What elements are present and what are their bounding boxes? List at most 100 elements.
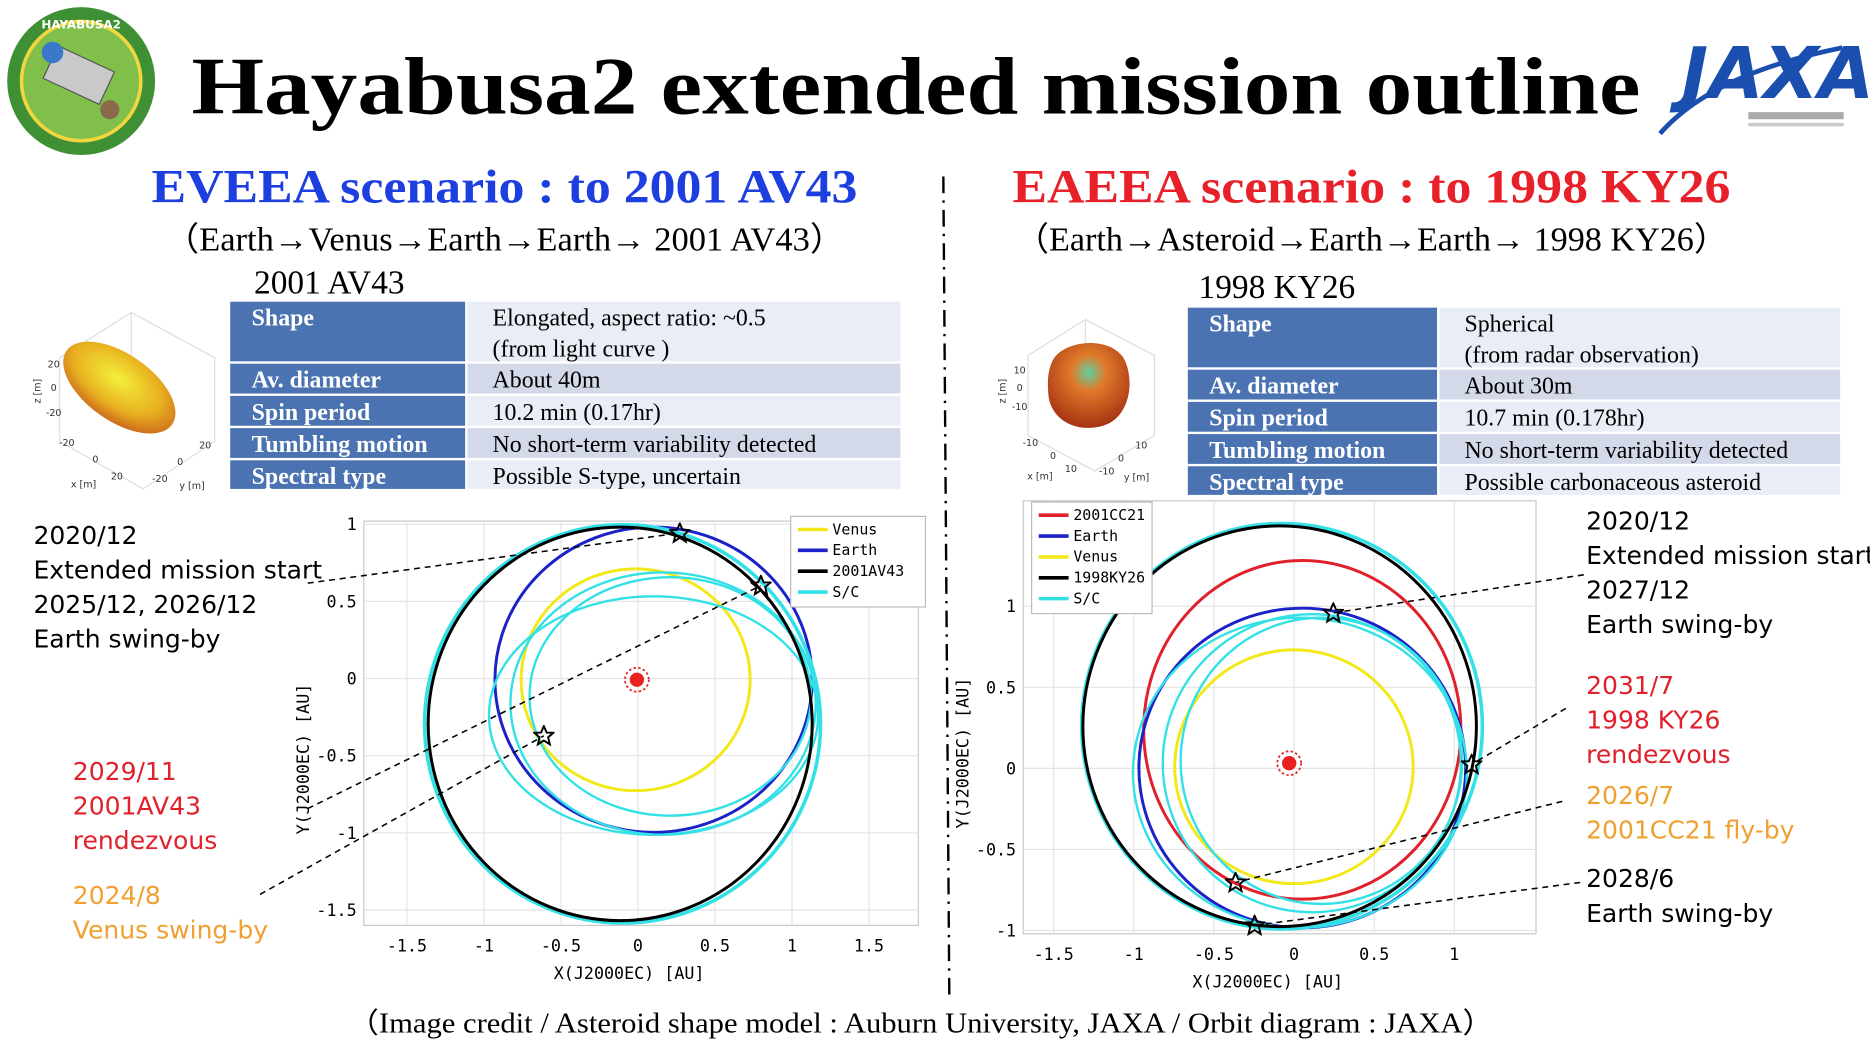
scenario-heading: EVEEA scenario : to 2001 AV43 — [152, 161, 858, 214]
annotation: 2025/12, 2026/12 — [33, 590, 257, 619]
table-value: No short-term variability detected — [493, 432, 817, 458]
legend-label: Venus — [832, 520, 877, 538]
shape-axis-label: 0 — [1118, 454, 1124, 465]
shape-axis-label: 10 — [1014, 365, 1026, 376]
x-axis-label: X(J2000EC) [AU] — [1192, 972, 1343, 991]
table-value-cell — [1439, 369, 1841, 400]
y-tick-label: 0 — [347, 669, 357, 688]
table-label: Shape — [1209, 312, 1271, 338]
shape-axis-label: 20 — [111, 471, 123, 482]
table-value-cell — [1439, 466, 1841, 495]
table-label: Tumbling motion — [1209, 438, 1385, 464]
shape-axis-label: z [m] — [33, 379, 44, 404]
table-value: No short-term variability detected — [1464, 438, 1788, 464]
orbits-left — [422, 522, 823, 925]
shape-axis-label: y [m] — [1124, 473, 1149, 484]
divider — [942, 176, 951, 996]
orbits-right — [1079, 521, 1485, 935]
table-value-cell — [1439, 434, 1841, 464]
asteroid-name: 1998 KY26 — [1199, 269, 1356, 306]
y-tick-label: -1 — [337, 824, 357, 843]
route: （Earth→Venus→Earth→Earth→ 2001 AV43） — [165, 221, 845, 258]
table-value: About 30m — [1464, 374, 1572, 400]
x-tick-label: 1 — [787, 937, 797, 956]
annotation: Extended mission start — [1586, 541, 1870, 570]
y-tick-label: -1 — [996, 921, 1016, 940]
shape-axis-label: 10 — [1135, 440, 1147, 451]
table-label-cell — [230, 428, 466, 458]
legend-label: Earth — [832, 541, 877, 559]
x-tick-label: -0.5 — [1194, 945, 1234, 964]
table-label: Spin period — [252, 400, 371, 426]
shape-axis-label: -10 — [1012, 402, 1028, 413]
annotation: 2031/7 — [1586, 671, 1674, 700]
table-value-cell — [467, 301, 901, 362]
table-label-cell — [1187, 307, 1438, 368]
legend-label: Earth — [1073, 527, 1118, 545]
x-tick-label: -1.5 — [387, 937, 427, 956]
table-label: Spectral type — [252, 464, 386, 490]
annotation: 2024/8 — [73, 881, 161, 910]
annotation: 1998 KY26 — [1586, 706, 1720, 735]
shape-model-left — [59, 311, 216, 490]
table-value: (from light curve ) — [493, 337, 670, 363]
shape-axis-label: z [m] — [997, 379, 1008, 404]
table-label: Shape — [252, 306, 314, 332]
annotation: 2001CC21 fly-by — [1586, 815, 1795, 844]
logo-text: JAXA — [1670, 32, 1870, 115]
x-tick-label: 1 — [1449, 945, 1459, 964]
annotation: Earth swing-by — [1586, 610, 1773, 639]
legend-label: 2001CC21 — [1073, 506, 1145, 524]
table-value-cell — [1439, 307, 1841, 368]
table-value: Possible carbonaceous asteroid — [1464, 470, 1761, 496]
annotation: Venus swing-by — [73, 916, 268, 945]
shape-axis-label: 0 — [1050, 451, 1056, 462]
hayabusa2-logo: HAYABUSA2 — [7, 7, 156, 156]
x-tick-label: 1.5 — [854, 937, 884, 956]
table-label-cell — [230, 460, 466, 489]
table-label-cell — [1187, 369, 1438, 400]
table-value: (from radar observation) — [1464, 343, 1698, 369]
table-value-cell — [467, 460, 901, 489]
table-label: Av. diameter — [252, 368, 382, 394]
table-label-cell — [1187, 401, 1438, 432]
annotation: Earth swing-by — [1586, 899, 1773, 928]
pointer-lines-right — [1235, 574, 1584, 927]
y-axis-label: Y(J2000EC) [AU] — [953, 678, 972, 829]
table-label-cell — [230, 363, 466, 394]
table-value: Possible S-type, uncertain — [493, 464, 741, 490]
shape-axis-label: x [m] — [1027, 471, 1052, 482]
annotation: 2026/7 — [1586, 781, 1674, 810]
table-value-cell — [1439, 401, 1841, 432]
x-tick-label: 0 — [1289, 945, 1299, 964]
x-axis-label: X(J2000EC) [AU] — [554, 964, 705, 983]
shape-axis-label: -20 — [152, 474, 168, 485]
legend-label: S/C — [832, 583, 859, 601]
y-tick-label: -0.5 — [316, 747, 356, 766]
shape-axis-label: 0 — [177, 457, 183, 468]
shape-axis-label: -10 — [1099, 467, 1115, 478]
annotation: 2001AV43 — [73, 791, 201, 820]
x-tick-label: -0.5 — [541, 937, 581, 956]
table-value: 10.7 min (0.178hr) — [1464, 406, 1644, 432]
y-tick-label: 0.5 — [326, 592, 356, 611]
shape-axis-label: 20 — [199, 440, 211, 451]
table-value-cell — [467, 395, 901, 426]
pointer-lines-left — [259, 532, 762, 896]
annotation: 2020/12 — [33, 521, 137, 550]
annotation: Earth swing-by — [33, 625, 220, 654]
annotation: rendezvous — [1586, 740, 1730, 769]
shape-axis-label: -10 — [1023, 438, 1039, 449]
table-label-cell — [230, 301, 466, 362]
legend-label: Venus — [1073, 548, 1118, 566]
x-tick-label: -1 — [474, 937, 494, 956]
table-value: About 40m — [493, 368, 601, 394]
table-label: Av. diameter — [1209, 374, 1339, 400]
legend-label: 1998KY26 — [1073, 569, 1145, 587]
jaxa-logo: JAXA — [1658, 32, 1870, 136]
shape-axis-label: 0 — [1017, 383, 1023, 394]
credit: （Image credit / Asteroid shape model : A… — [348, 1008, 1493, 1040]
table-label: Spectral type — [1209, 470, 1343, 496]
x-tick-label: 0 — [633, 937, 643, 956]
